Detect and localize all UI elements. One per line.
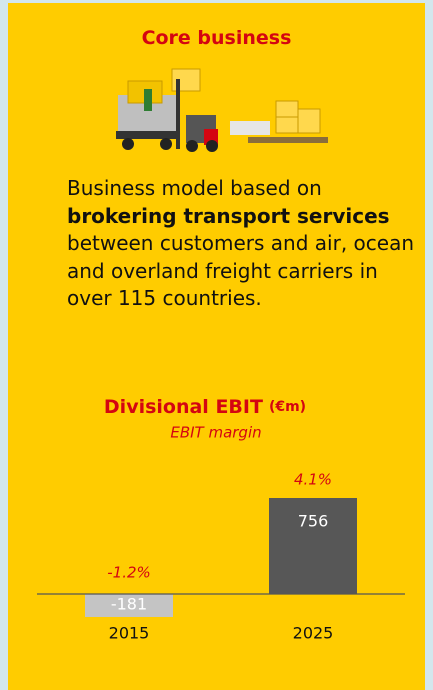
chart-subtitle: EBIT margin [170,424,261,442]
x-tick-label: 2025 [293,624,334,643]
margin-label: 4.1% [294,471,332,489]
chart-title: Divisional EBIT (€m) [104,396,306,418]
value-label: -181 [111,595,147,614]
x-tick-label: 2015 [109,624,150,643]
margin-label: -1.2% [107,564,151,582]
chart: Divisional EBIT (€m) EBIT margin -181 -1.2… [0,0,433,690]
page: Core business Business model based on br… [0,0,433,690]
value-label: 756 [298,512,329,531]
chart-unit: (€m) [269,399,306,415]
chart-title-text: Divisional EBIT [104,396,263,418]
